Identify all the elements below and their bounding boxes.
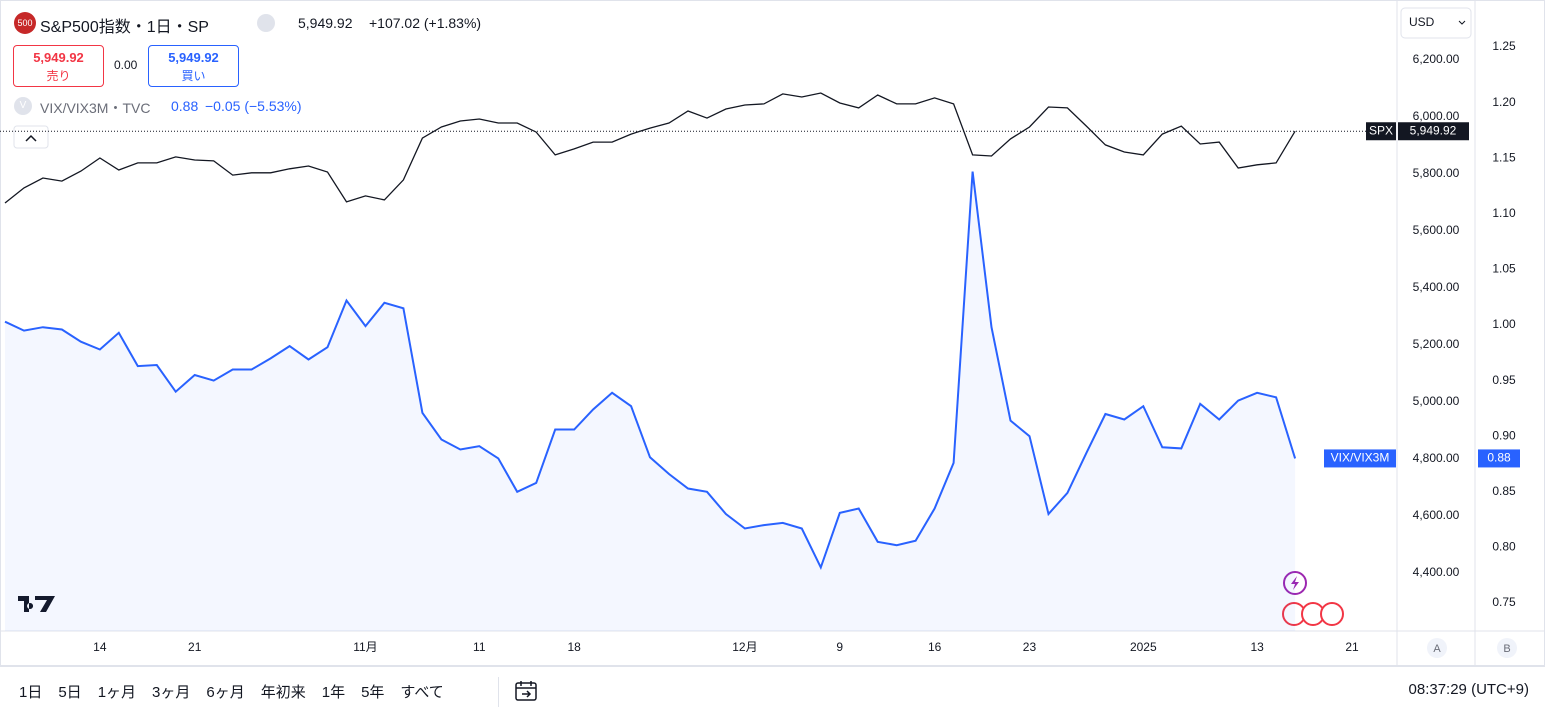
sell-label: 売り <box>46 69 71 83</box>
y-tick-label: 1.05 <box>1492 262 1516 276</box>
y-tick-label: 5,600.00 <box>1413 223 1460 237</box>
x-tick-label: 2025 <box>1130 640 1157 654</box>
period-button[interactable]: 6ヶ月 <box>206 684 245 701</box>
sell-price: 5,949.92 <box>33 50 84 65</box>
sell-button[interactable]: 5,949.92 売り <box>13 45 104 87</box>
price-tag <box>1398 122 1469 141</box>
y-tick-label: 6,200.00 <box>1413 52 1460 66</box>
name-tag <box>1324 449 1396 468</box>
x-tick-label: 13 <box>1250 640 1264 654</box>
y-tick-label: 5,000.00 <box>1413 394 1460 408</box>
x-tick-label: 18 <box>567 640 581 654</box>
y-tick-label: 6,000.00 <box>1413 109 1460 123</box>
period-button[interactable]: 1年 <box>321 684 346 701</box>
change: +107.02 (+1.83%) <box>369 15 482 31</box>
y-tick-label: 0.85 <box>1492 484 1516 498</box>
axis-button-bg <box>1497 638 1517 658</box>
period-button[interactable]: 3ヶ月 <box>152 684 191 701</box>
period-button[interactable]: 1ヶ月 <box>97 684 137 701</box>
period-button[interactable]: すべて <box>400 684 444 701</box>
axis-button-bg <box>1427 638 1447 658</box>
line <box>4 171 1297 570</box>
y-tick-label: 0.75 <box>1492 595 1516 609</box>
y-tick-label: 4,600.00 <box>1413 508 1460 522</box>
y-tick-label: 1.00 <box>1492 317 1516 331</box>
overlay-badge: V <box>14 97 32 115</box>
y-tick-label: 1.10 <box>1492 206 1516 220</box>
buy-button[interactable]: 5,949.92 買い <box>148 45 239 87</box>
name-tag-text: VIX/VIX3M <box>1331 451 1390 465</box>
buy-price: 5,949.92 <box>168 50 219 65</box>
toolbar: 1日 5日 1ヶ月 3ヶ月 6ヶ月 年初来 1年 5年 すべて 08:37:29 (UTC+9) <box>0 666 1545 716</box>
axis-button-label: B <box>1503 643 1510 655</box>
currency-button[interactable]: USD <box>1400 7 1472 39</box>
name-tag <box>1366 122 1396 141</box>
overlay-symbol[interactable]: VIX/VIX3M・TVC <box>40 100 151 116</box>
price-tag-text: 5,949.92 <box>1410 123 1457 137</box>
y-tick-label: 5,400.00 <box>1413 280 1460 294</box>
separator <box>498 677 499 707</box>
x-tick-label: 11月 <box>353 640 377 654</box>
y-tick-label: 0.80 <box>1492 540 1516 554</box>
y-tick-label: 0.90 <box>1492 428 1516 442</box>
area <box>5 171 1296 631</box>
y-tick-label: 5,200.00 <box>1413 337 1460 351</box>
x-tick-label: 23 <box>1023 640 1037 654</box>
x-tick-label: 9 <box>836 640 843 654</box>
collapse-button[interactable] <box>13 125 49 149</box>
x-tick-label: 21 <box>188 640 202 654</box>
overlay-price: 0.88 <box>171 98 199 114</box>
symbol-badge: 500 <box>14 12 36 34</box>
y-tick-label: 4,400.00 <box>1413 565 1460 579</box>
x-tick-label: 14 <box>93 640 107 654</box>
symbol[interactable]: S&P500指数・1日・SP <box>40 19 209 36</box>
x-tick-label: 12月 <box>732 640 757 654</box>
clock: 08:37:29 (UTC+9) <box>1408 681 1529 698</box>
price: 5,949.92 <box>298 15 353 31</box>
axis-button-label: A <box>1433 643 1441 655</box>
period-list: 1日 5日 1ヶ月 3ヶ月 6ヶ月 年初来 1年 5年 すべて <box>12 677 451 706</box>
overlay-change: −0.05 (−5.53%) <box>205 98 302 114</box>
price-tag <box>1478 449 1520 468</box>
x-tick-label: 11 <box>473 640 486 654</box>
y-tick-label: 5,800.00 <box>1413 166 1460 180</box>
event-icons <box>1282 571 1344 626</box>
y-tick-label: 1.15 <box>1492 150 1516 164</box>
x-tick-label: 21 <box>1345 640 1359 654</box>
y-tick-label: 4,800.00 <box>1413 451 1460 465</box>
price-tag-text: 0.88 <box>1487 451 1511 465</box>
currency: USD <box>1409 15 1435 29</box>
status-icon <box>257 14 275 32</box>
period-button[interactable]: 5年 <box>361 684 385 701</box>
chart: USD 4,400.00 4,600.00 4,800.00 5,000.00 5,20… <box>0 0 1545 666</box>
y-tick-label: 1.20 <box>1492 95 1516 109</box>
spread: 0.00 <box>114 58 138 72</box>
name-tag-text: SPX <box>1369 123 1393 137</box>
period-button[interactable]: 1日 <box>19 684 43 701</box>
tv-logo <box>18 596 55 612</box>
y-tick-label: 1.25 <box>1492 39 1516 53</box>
date-range-button[interactable] <box>514 679 540 703</box>
period-button[interactable]: 年初来 <box>260 684 306 701</box>
axis-button[interactable]: A <box>1427 638 1447 658</box>
x-tick-label: 16 <box>928 640 942 654</box>
line <box>4 92 1296 204</box>
buy-label: 買い <box>181 69 206 83</box>
axis-button[interactable]: B <box>1497 638 1517 658</box>
y-tick-label: 0.95 <box>1492 373 1516 387</box>
period-button[interactable]: 5日 <box>58 684 82 701</box>
